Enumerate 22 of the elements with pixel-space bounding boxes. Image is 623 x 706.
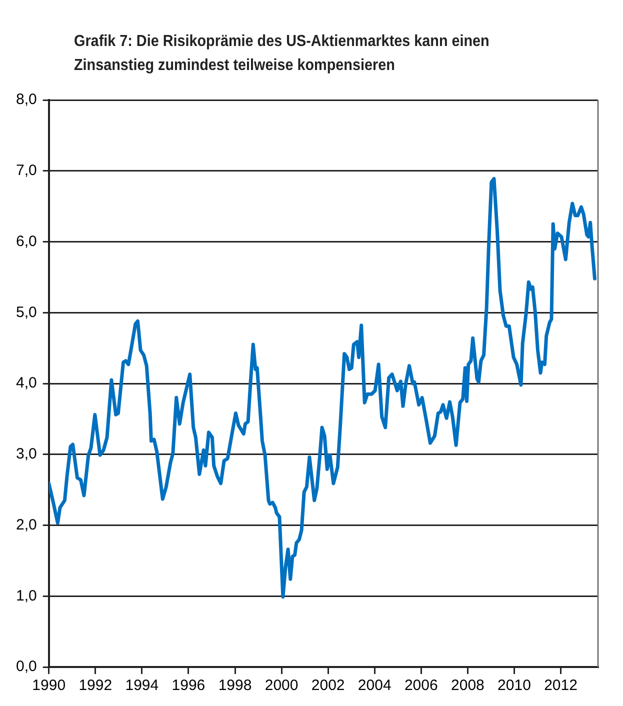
x-tick-label: 2006 bbox=[404, 677, 438, 694]
x-tick-label: 1998 bbox=[218, 677, 252, 694]
x-tick-label: 2000 bbox=[264, 677, 298, 694]
x-tick-label: 2004 bbox=[358, 677, 392, 694]
x-tick-label: 2002 bbox=[311, 677, 345, 694]
x-tick-label: 2010 bbox=[498, 677, 531, 694]
y-tick-label: 1,0 bbox=[16, 587, 37, 604]
x-tick-label: 2012 bbox=[544, 677, 578, 694]
y-tick-label: 8,0 bbox=[16, 91, 37, 108]
y-tick-label: 0,0 bbox=[16, 658, 37, 676]
x-tick-label: 1996 bbox=[172, 677, 206, 694]
x-tick-label: 1994 bbox=[125, 677, 159, 694]
chart-title: Grafik 7: Die Risikoprämie des US-Aktienmarktes kann einen Zinsanstieg zumindest teilweise kompensieren bbox=[74, 32, 490, 76]
y-tick-label: 3,0 bbox=[16, 446, 37, 463]
y-tick-label: 5,0 bbox=[16, 304, 37, 321]
y-tick-label: 2,0 bbox=[16, 516, 37, 534]
y-tick-label: 7,0 bbox=[16, 162, 37, 180]
y-tick-label: 4,0 bbox=[16, 374, 37, 392]
x-tick-label: 1990 bbox=[32, 677, 66, 694]
x-tick-label: 2008 bbox=[451, 677, 484, 694]
y-tick-label: 6,0 bbox=[16, 232, 37, 250]
x-tick-label: 1992 bbox=[78, 677, 112, 694]
